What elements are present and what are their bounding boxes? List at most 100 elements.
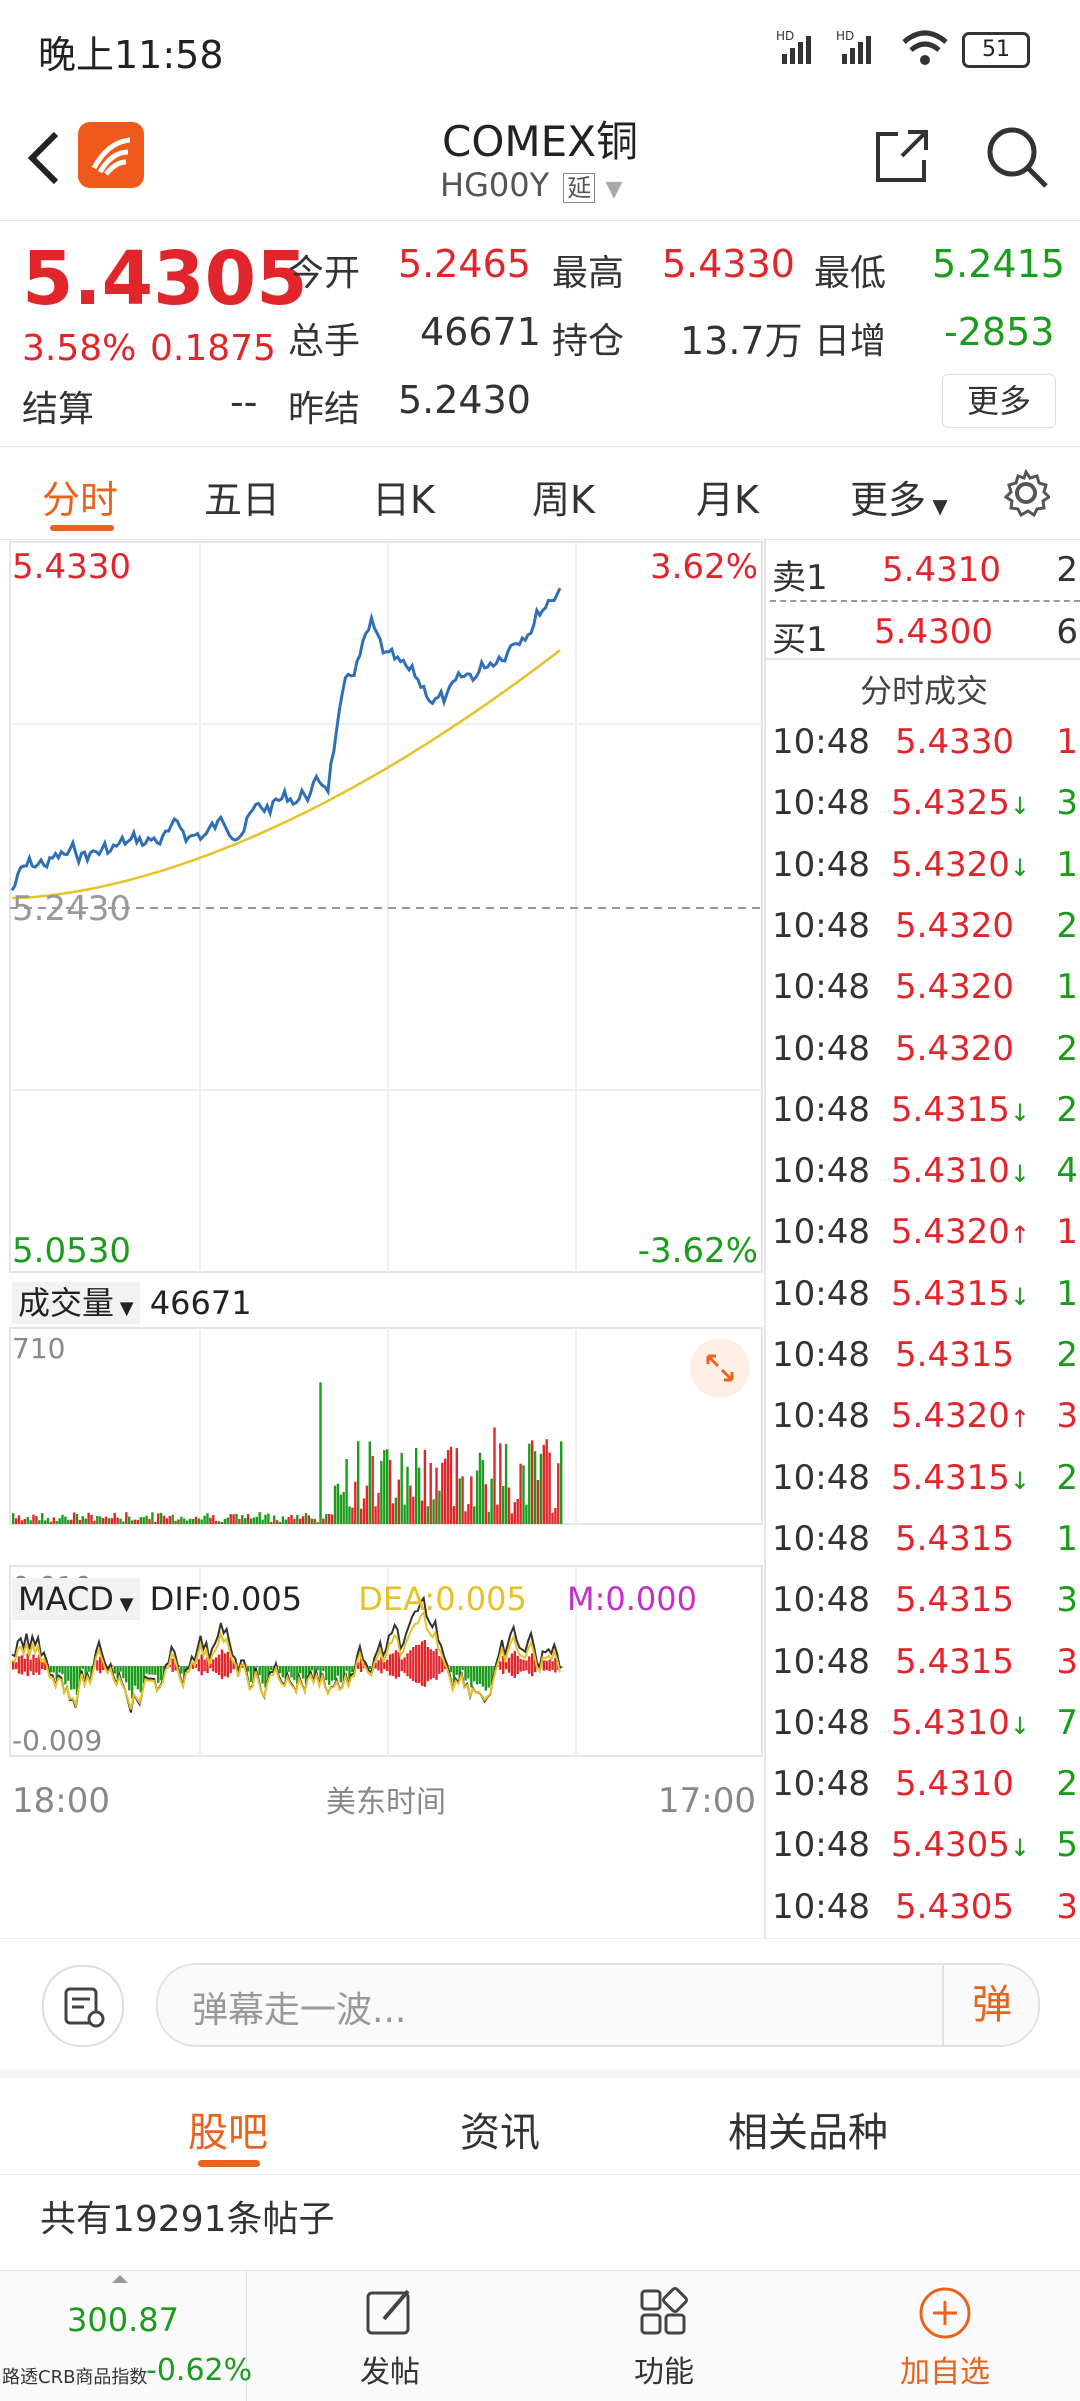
tab-related[interactable]: 相关品种 — [728, 2110, 888, 2156]
volume-bar — [107, 1518, 111, 1524]
macd-bar — [435, 1648, 438, 1680]
trade-row: 10:48 5.4315 3 — [772, 1642, 1080, 1702]
macd-bar — [510, 1653, 514, 1676]
volume-bar — [165, 1518, 169, 1524]
volume-bar — [278, 1521, 282, 1524]
intraday-chart[interactable]: 5.4330 3.62% 5.2430 5.0530 -3.62% 710 0.… — [0, 538, 764, 1938]
volume-bar — [101, 1518, 105, 1524]
tab-guba[interactable]: 股吧 — [188, 2110, 268, 2156]
bid1-volume: 6 — [1056, 612, 1078, 652]
macd-bar — [142, 1666, 145, 1684]
trade-volume: 2 — [1056, 1457, 1078, 1498]
macd-bar — [174, 1660, 177, 1671]
volume-bar — [528, 1443, 531, 1524]
back-icon[interactable] — [22, 128, 66, 188]
expand-button[interactable] — [690, 1338, 750, 1398]
volume-bar — [64, 1516, 67, 1524]
macd-bar — [133, 1666, 137, 1686]
volume-bar — [52, 1517, 55, 1524]
trade-price: 5.4315 — [895, 1518, 1014, 1559]
axis-bottom-pct: -3.62% — [638, 1231, 758, 1271]
volume-bar — [38, 1520, 41, 1524]
macd-bar — [397, 1652, 400, 1678]
more-quote-button[interactable]: 更多 — [942, 374, 1056, 428]
danmu-send-button[interactable]: 弹 — [942, 1965, 1040, 2045]
volume-bar — [394, 1497, 398, 1524]
tab-weekly-k[interactable]: 周K — [532, 478, 595, 522]
macd-bar — [194, 1664, 198, 1668]
macd-bar — [52, 1666, 55, 1673]
volume-bar — [522, 1465, 525, 1524]
gear-icon[interactable] — [1002, 469, 1050, 517]
code-text: HG00Y — [440, 166, 550, 204]
volume-bar — [478, 1452, 482, 1524]
trade-price: 5.4320 — [895, 905, 1014, 946]
post-label: 发帖 — [360, 2355, 420, 2390]
share-icon[interactable] — [872, 126, 932, 186]
volume-bar — [313, 1518, 316, 1524]
macd-bar — [464, 1666, 467, 1681]
settle-label: 结算 — [22, 389, 95, 430]
macd-bar — [267, 1666, 270, 1678]
danmu-input[interactable]: 弹幕走一波... 弹 — [156, 1963, 1040, 2047]
index-ticker[interactable]: 300.87 路透CRB商品指数 -0.62% — [0, 2271, 252, 2401]
macd-bar — [313, 1666, 316, 1677]
trades-title: 分时成交 — [859, 672, 988, 710]
axis-top-price: 5.4330 — [12, 547, 131, 587]
add-watchlist-button[interactable]: 加自选 — [880, 2271, 1010, 2401]
volume-bar — [72, 1512, 76, 1524]
trade-time: 10:48 — [772, 722, 870, 762]
svg-text:HD: HD — [836, 29, 854, 43]
volume-bar — [55, 1521, 58, 1524]
macd-bar — [145, 1666, 148, 1674]
volume-bar — [104, 1516, 108, 1524]
volume-bar — [362, 1498, 366, 1524]
macd-indicator-select[interactable]: MACD ▼ — [12, 1578, 140, 1620]
macd-bar — [119, 1666, 122, 1672]
macd-bar — [20, 1655, 24, 1675]
macd-bar — [368, 1666, 371, 1669]
tab-monthly-k[interactable]: 月K — [696, 478, 759, 522]
app-logo — [78, 122, 144, 188]
tab-more[interactable]: 更多 ▼ — [850, 469, 948, 524]
macd-bar — [391, 1653, 395, 1676]
volume-bar — [461, 1476, 464, 1524]
contract-code[interactable]: HG00Y 延 ▼ — [440, 166, 622, 204]
macd-bar — [154, 1666, 157, 1675]
trade-row: 10:48 5.4315 3 — [772, 1580, 1080, 1640]
tab-intraday[interactable]: 分时 — [42, 478, 119, 522]
volume-bar — [502, 1486, 505, 1524]
trade-time: 10:48 — [772, 905, 870, 946]
volume-bar — [322, 1518, 325, 1524]
trade-price: 5.4305 — [895, 1886, 1014, 1927]
tab-5day[interactable]: 五日 — [204, 478, 281, 522]
price-line — [10, 587, 562, 892]
trade-price: 5.4315 — [895, 1641, 1014, 1682]
volume-bar — [325, 1513, 328, 1524]
macd-bar — [420, 1641, 424, 1686]
axis-top-pct: 3.62% — [650, 547, 758, 587]
macd-bar — [255, 1666, 258, 1668]
macd-bar — [307, 1666, 311, 1674]
average-price-line — [12, 649, 561, 900]
trade-row: 10:48 5.4320 1 — [772, 967, 1080, 1027]
search-icon[interactable] — [982, 122, 1052, 192]
volume-indicator-select[interactable]: 成交量 ▼ — [12, 1282, 140, 1324]
chart-tabs: 分时 五日 日K 周K 月K 更多 ▼ — [0, 446, 1080, 540]
tab-news[interactable]: 资讯 — [460, 2110, 540, 2156]
volume-bar — [365, 1485, 369, 1524]
volume-bar — [296, 1515, 299, 1524]
function-button[interactable]: 功能 — [604, 2271, 724, 2401]
tab-daily-k[interactable]: 日K — [372, 478, 435, 522]
position-value: 13.7万 — [680, 319, 803, 363]
macd-bar — [481, 1666, 485, 1687]
trade-row: 10:48 5.4305↓ 5 — [772, 1825, 1080, 1885]
macd-bar — [528, 1656, 531, 1674]
arrow-down-icon: ↓ — [1009, 792, 1030, 821]
volume-bar — [70, 1519, 73, 1524]
macd-bar — [284, 1666, 287, 1680]
notes-button[interactable] — [42, 1965, 124, 2047]
volume-bar — [519, 1463, 522, 1524]
volume-bar — [330, 1514, 334, 1524]
post-button[interactable]: 发帖 — [330, 2271, 450, 2401]
